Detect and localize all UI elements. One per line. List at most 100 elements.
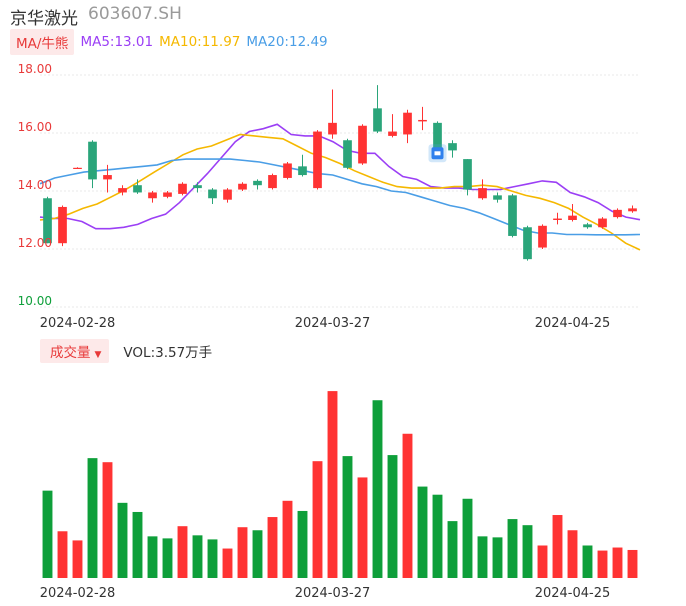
candle-body [418,119,427,122]
volume-bar [72,540,83,578]
candle-body [433,122,442,152]
date-tick-label: 2024-03-27 [295,316,371,331]
volume-date-axis: 2024-02-28 2024-03-27 2024-04-25 [40,586,611,601]
candle-body [538,225,547,248]
candle-body [568,215,577,220]
volume-bar [432,494,443,578]
volume-bar [462,498,473,578]
candle-body [313,131,322,189]
candle-body [58,206,67,244]
volume-bar [102,462,113,578]
volume-bar [507,519,518,578]
volume-bar [372,400,383,578]
candle-body [253,180,262,186]
volume-bar [222,548,233,578]
candle-body [283,163,292,178]
caret-down-icon: ▼ [94,350,102,360]
volume-bar [162,538,173,578]
volume-bar [207,539,218,578]
candle-body [178,183,187,194]
candle-body [238,183,247,190]
volume-bar [477,536,488,578]
marker-icon-glyph [434,151,441,156]
volume-bar [492,537,503,578]
candle-body [133,185,142,193]
candle-body [613,209,622,218]
candle-body [508,195,517,236]
price-date-axis: 2024-02-28 2024-03-27 2024-04-25 [40,316,611,331]
candle-body [193,185,202,189]
candle-body [358,125,367,164]
volume-type-selector[interactable]: 成交量 ▼ [40,339,110,363]
price-tick-label: 18.00 [18,62,52,76]
volume-bar [267,517,278,578]
candle-body [628,208,637,212]
volume-bar [342,456,353,578]
candle-body [523,227,532,260]
candle-body [163,192,172,197]
volume-bar [522,525,533,578]
ma10-value: MA10:11.97 [159,34,241,50]
ma-legend: MA/牛熊 MA5:13.01 MA10:11.97 MA20:12.49 [10,29,328,55]
candle-body [448,143,457,151]
price-tick-label: 16.00 [18,120,52,134]
volume-bar [177,526,188,578]
volume-bar [597,550,608,578]
price-tick-label: 12.00 [18,236,52,250]
date-tick-label: 2024-02-28 [40,316,116,331]
ma10-line [39,133,641,251]
date-tick-label: 2024-04-25 [535,316,611,331]
volume-value: VOL:3.57万手 [123,345,213,361]
volume-legend: 成交量 ▼ VOL:3.57万手 [40,339,213,363]
candle-body [118,188,127,193]
volume-bar [312,461,323,578]
volume-bar [582,545,593,578]
price-tick-label: 10.00 [18,294,52,308]
volume-bar [42,490,53,578]
candle-body [298,166,307,176]
candle-body [583,224,592,228]
candle-body [463,159,472,190]
candle-body [73,167,82,169]
ma-lines [39,123,641,251]
candle-body [103,175,112,180]
volume-bar [192,535,203,578]
ma20-value: MA20:12.49 [246,34,328,50]
date-tick-label: 2024-04-25 [535,586,611,601]
volume-bar [447,521,458,578]
volume-bar [87,458,98,578]
volume-bar [612,547,623,578]
volume-bar [627,549,638,578]
candle-body [493,195,502,200]
candle-body [388,131,397,136]
volume-bar [357,477,368,578]
candle-body [373,108,382,132]
candle-body [328,122,337,135]
volume-bar [117,502,128,578]
ma5-line [39,123,641,230]
volume-bar [417,486,428,578]
candle-body [43,198,52,244]
volume-bar [567,530,578,578]
volume-bars [42,391,638,578]
candle-body [553,218,562,220]
candles [43,85,637,261]
price-axis: 18.00 16.00 14.00 12.00 10.00 [18,62,52,308]
volume-bar [537,545,548,578]
stock-code: 603607.SH [88,4,182,24]
candle-body [598,218,607,228]
volume-bar [147,536,158,578]
price-tick-label: 14.00 [18,178,52,192]
stock-name: 京华激光 [10,9,78,29]
volume-bar [327,391,338,578]
date-tick-label: 2024-02-28 [40,586,116,601]
candle-body [208,189,217,199]
candle-body [148,192,157,199]
candle-body [478,188,487,199]
ma5-value: MA5:13.01 [80,34,154,50]
price-marker[interactable] [428,144,447,163]
candle-body [223,189,232,200]
volume-bar [252,530,263,578]
ma-type-selector[interactable]: MA/牛熊 [10,29,75,55]
